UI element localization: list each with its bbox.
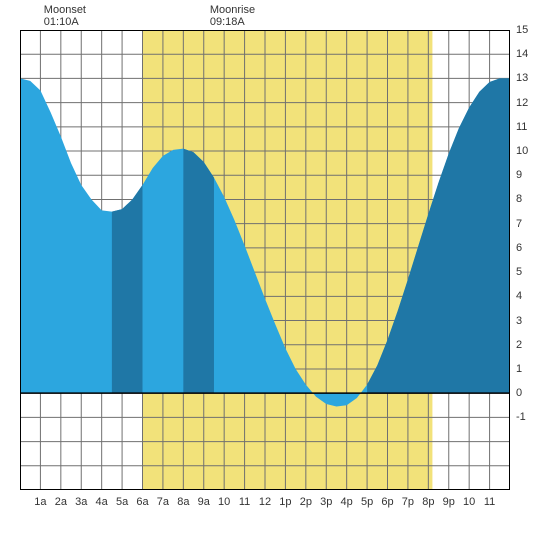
x-tick-label: 8a xyxy=(177,496,189,508)
y-tick-label: -1 xyxy=(516,411,526,423)
y-tick-label: 3 xyxy=(516,315,522,327)
y-tick-label: 6 xyxy=(516,242,522,254)
x-tick-label: 7a xyxy=(157,496,169,508)
y-tick-label: 13 xyxy=(516,72,528,84)
top-labels: Moonset 01:10A Moonrise 09:18A xyxy=(0,4,550,32)
moonset-time: 01:10A xyxy=(44,16,86,28)
y-tick-label: 11 xyxy=(516,121,527,133)
x-tick-label: 2a xyxy=(55,496,67,508)
moonset-title: Moonset xyxy=(44,4,86,16)
x-tick-label: 9p xyxy=(443,496,455,508)
x-tick-label: 7p xyxy=(402,496,414,508)
x-tick-label: 4p xyxy=(341,496,353,508)
moonrise-label: Moonrise 09:18A xyxy=(210,4,255,28)
y-tick-label: 15 xyxy=(516,24,528,36)
x-tick-label: 8p xyxy=(422,496,434,508)
x-tick-label: 5a xyxy=(116,496,128,508)
x-tick-label: 11 xyxy=(239,496,250,508)
y-tick-label: 14 xyxy=(516,48,528,60)
moonrise-title: Moonrise xyxy=(210,4,255,16)
x-tick-label: 12 xyxy=(259,496,271,508)
plot-area xyxy=(20,30,510,490)
moonset-label: Moonset 01:10A xyxy=(44,4,86,28)
y-tick-label: 4 xyxy=(516,290,522,302)
y-tick-label: 5 xyxy=(516,266,522,278)
y-tick-label: 9 xyxy=(516,169,522,181)
y-tick-label: 0 xyxy=(516,387,522,399)
x-tick-label: 2p xyxy=(300,496,312,508)
x-tick-label: 9a xyxy=(198,496,210,508)
x-tick-label: 3p xyxy=(320,496,332,508)
y-tick-label: 8 xyxy=(516,193,522,205)
y-tick-label: 12 xyxy=(516,97,528,109)
x-tick-label: 11 xyxy=(484,496,495,508)
x-tick-label: 1a xyxy=(34,496,46,508)
y-tick-label: 7 xyxy=(516,218,522,230)
y-tick-label: 1 xyxy=(516,363,522,375)
y-tick-label: 10 xyxy=(516,145,528,157)
moonrise-time: 09:18A xyxy=(210,16,255,28)
x-tick-label: 6a xyxy=(136,496,148,508)
x-tick-label: 1p xyxy=(279,496,291,508)
x-tick-label: 4a xyxy=(96,496,108,508)
x-tick-label: 6p xyxy=(381,496,393,508)
x-tick-label: 3a xyxy=(75,496,87,508)
tide-chart: Moonset 01:10A Moonrise 09:18A 1a 2a 3a 4a 5… xyxy=(0,0,550,550)
x-tick-label: 10 xyxy=(218,496,230,508)
x-tick-label: 10 xyxy=(463,496,475,508)
x-tick-label: 5p xyxy=(361,496,373,508)
y-tick-label: 2 xyxy=(516,339,522,351)
